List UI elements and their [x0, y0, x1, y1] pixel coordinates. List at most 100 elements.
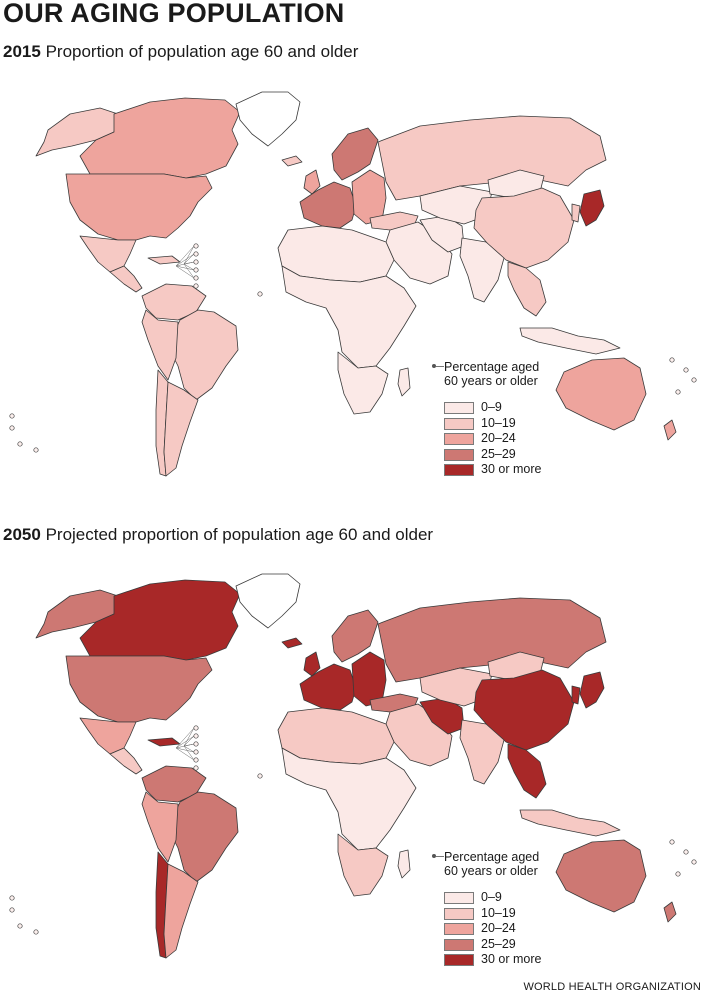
island-marker	[193, 757, 199, 763]
country-region	[555, 357, 647, 431]
country-region	[331, 609, 379, 663]
island-marker	[691, 859, 697, 865]
island-marker	[675, 389, 681, 395]
country-region	[519, 327, 621, 355]
country-region	[65, 655, 213, 723]
country-region	[351, 651, 387, 707]
legend-pointer-line	[436, 366, 444, 367]
legend-label: 20–24	[481, 921, 516, 935]
country-region	[579, 189, 605, 227]
legend-swatch	[444, 938, 474, 951]
country-region	[459, 237, 505, 303]
legend-swatch	[444, 448, 474, 461]
country-region	[109, 265, 143, 293]
map-2015-caption: Proportion of population age 60 and olde…	[45, 42, 359, 61]
island-marker	[257, 773, 263, 779]
legend-label: 0–9	[481, 400, 502, 414]
country-region	[79, 235, 137, 273]
island-marker	[257, 291, 263, 297]
callout-leader-line	[175, 747, 195, 753]
world-map-2015	[9, 91, 697, 477]
callout-leader-line	[183, 745, 195, 753]
callout-leader-line	[175, 727, 195, 749]
country-region	[507, 261, 547, 317]
island-marker	[193, 765, 199, 771]
island-marker	[193, 243, 199, 249]
country-region	[235, 573, 301, 629]
map-2050-caption: Projected proportion of population age 6…	[45, 525, 434, 544]
country-region	[167, 309, 239, 401]
country-region	[331, 127, 379, 181]
country-region	[519, 809, 621, 837]
legend-swatch	[444, 907, 474, 920]
country-region	[281, 637, 303, 649]
legend-title: Percentage aged 60 years or older	[444, 850, 539, 878]
legend-swatch	[444, 417, 474, 430]
country-region	[663, 901, 677, 923]
map-2050-subtitle: 2050 Projected proportion of population …	[3, 525, 433, 545]
country-region	[571, 203, 581, 223]
island-marker	[9, 413, 15, 419]
country-region	[303, 169, 321, 195]
country-region	[79, 97, 241, 179]
country-region	[147, 255, 181, 265]
legend-swatch	[444, 402, 474, 414]
country-region	[141, 791, 179, 863]
callout-leader-line	[175, 735, 195, 749]
country-region	[337, 833, 389, 897]
callout-leader-line	[183, 263, 195, 271]
island-marker	[193, 275, 199, 281]
legend-label: 20–24	[481, 431, 516, 445]
legend-swatch	[444, 923, 474, 935]
island-marker	[193, 267, 199, 273]
country-region	[281, 155, 303, 167]
island-marker	[33, 929, 39, 935]
legend-pointer-line	[436, 856, 444, 857]
callout-leader-line	[175, 253, 195, 267]
island-marker	[683, 367, 689, 373]
legend-title-line2: 60 years or older	[444, 374, 538, 388]
island-marker	[193, 741, 199, 747]
island-marker	[193, 733, 199, 739]
island-marker	[17, 923, 23, 929]
island-marker	[9, 425, 15, 431]
legend-label: 30 or more	[481, 462, 542, 476]
island-marker	[193, 749, 199, 755]
legend-label: 10–19	[481, 905, 516, 920]
country-region	[147, 737, 181, 747]
legend-title-line1: Percentage aged	[444, 360, 540, 374]
legend-pointer-dot	[432, 854, 436, 858]
country-region	[163, 381, 199, 477]
callout-leader-line	[183, 261, 195, 265]
legend-label: 0–9	[481, 890, 502, 904]
country-region	[141, 309, 179, 381]
country-region	[281, 747, 417, 851]
country-region	[337, 351, 389, 415]
island-marker	[669, 357, 675, 363]
country-region	[235, 91, 301, 147]
legend-swatch	[444, 433, 474, 445]
country-region	[79, 717, 137, 755]
country-region	[579, 671, 605, 709]
map-2050-year: 2050	[3, 525, 41, 544]
country-region	[163, 863, 199, 959]
country-region	[281, 265, 417, 369]
legend-title-line1: Percentage aged	[444, 850, 540, 864]
country-region	[377, 115, 607, 201]
page-title: OUR AGING POPULATION	[3, 0, 345, 28]
world-map-2050	[9, 573, 697, 959]
callout-leader-line	[183, 735, 195, 747]
island-marker	[9, 895, 15, 901]
country-region	[459, 719, 505, 785]
legend-swatch	[444, 954, 474, 966]
island-marker	[675, 871, 681, 877]
legend-label: 30 or more	[481, 952, 542, 966]
country-region	[167, 791, 239, 883]
island-marker	[193, 259, 199, 265]
map-2015-subtitle: 2015 Proportion of population age 60 and…	[3, 42, 358, 62]
callout-leader-line	[183, 743, 195, 747]
country-region	[507, 743, 547, 799]
legend-label: 10–19	[481, 415, 516, 430]
source-credit: WORLD HEALTH ORGANIZATION	[523, 981, 701, 993]
legend-title-line2: 60 years or older	[444, 864, 538, 878]
